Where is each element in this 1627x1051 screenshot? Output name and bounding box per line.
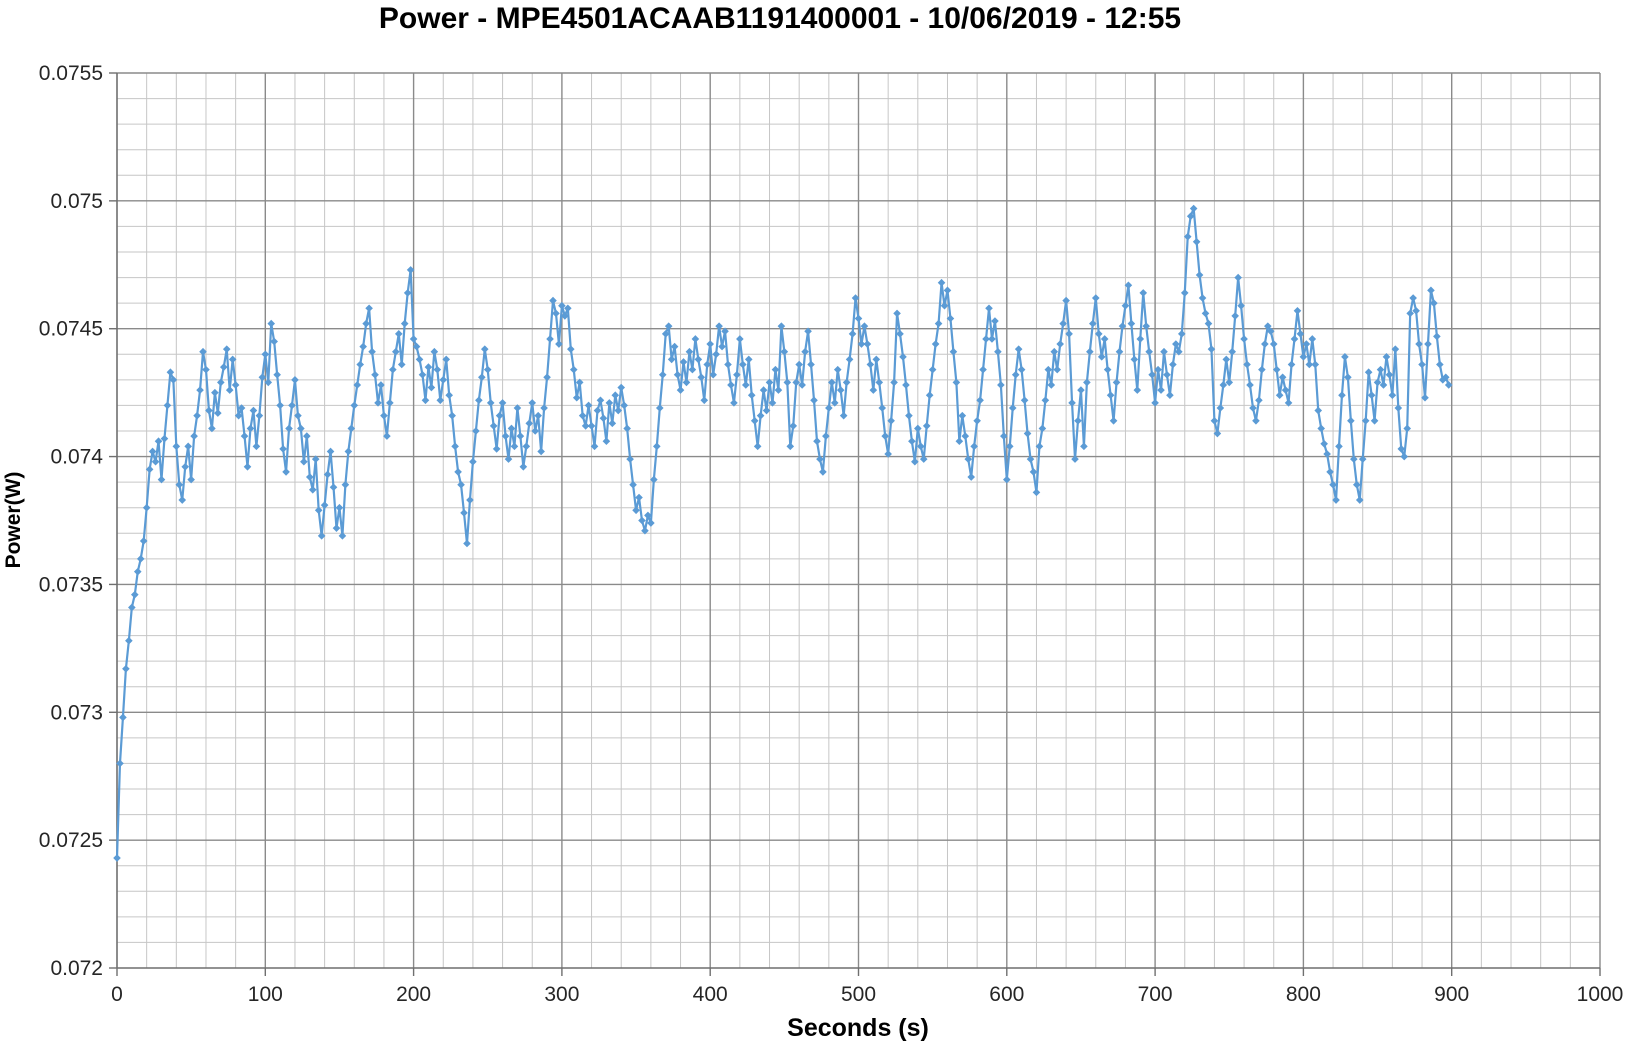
x-axis-title: Seconds (s) [787, 1014, 929, 1042]
x-tick-label: 500 [841, 983, 876, 1006]
chart-title: Power - MPE4501ACAAB1191400001 - 10/06/2… [378, 2, 1182, 35]
y-tick-label: 0.0725 [39, 829, 103, 852]
x-tick-label: 900 [1434, 983, 1469, 1006]
y-tick-label: 0.074 [50, 446, 103, 469]
x-tick-label: 600 [989, 983, 1024, 1006]
y-tick-labels: 0.072 0.0725 0.073 0.0735 0.074 0.0745 0.075 0.… [39, 62, 104, 980]
tick-marks [109, 72, 1601, 976]
x-tick-labels: 0 100 200 300 400 500 600 700 800 900 1000 [111, 983, 1623, 1006]
x-tick-label: 200 [396, 983, 431, 1006]
y-tick-label: 0.075 [50, 190, 103, 213]
x-tick-label: 0 [111, 983, 123, 1006]
x-tick-label: 1000 [1577, 983, 1624, 1006]
y-tick-label: 0.0745 [39, 318, 103, 341]
x-tick-label: 700 [1138, 983, 1173, 1006]
series-line [115, 207, 1450, 860]
y-tick-label: 0.0755 [39, 62, 103, 85]
x-tick-label: 300 [544, 983, 579, 1006]
y-tick-label: 0.072 [50, 957, 103, 980]
y-tick-label: 0.073 [50, 701, 103, 724]
power-series [113, 204, 1453, 862]
x-tick-label: 100 [248, 983, 283, 1006]
major-gridlines [117, 72, 1601, 968]
x-tick-label: 400 [693, 983, 728, 1006]
y-tick-label: 0.0735 [39, 573, 103, 596]
x-tick-label: 800 [1286, 983, 1321, 1006]
